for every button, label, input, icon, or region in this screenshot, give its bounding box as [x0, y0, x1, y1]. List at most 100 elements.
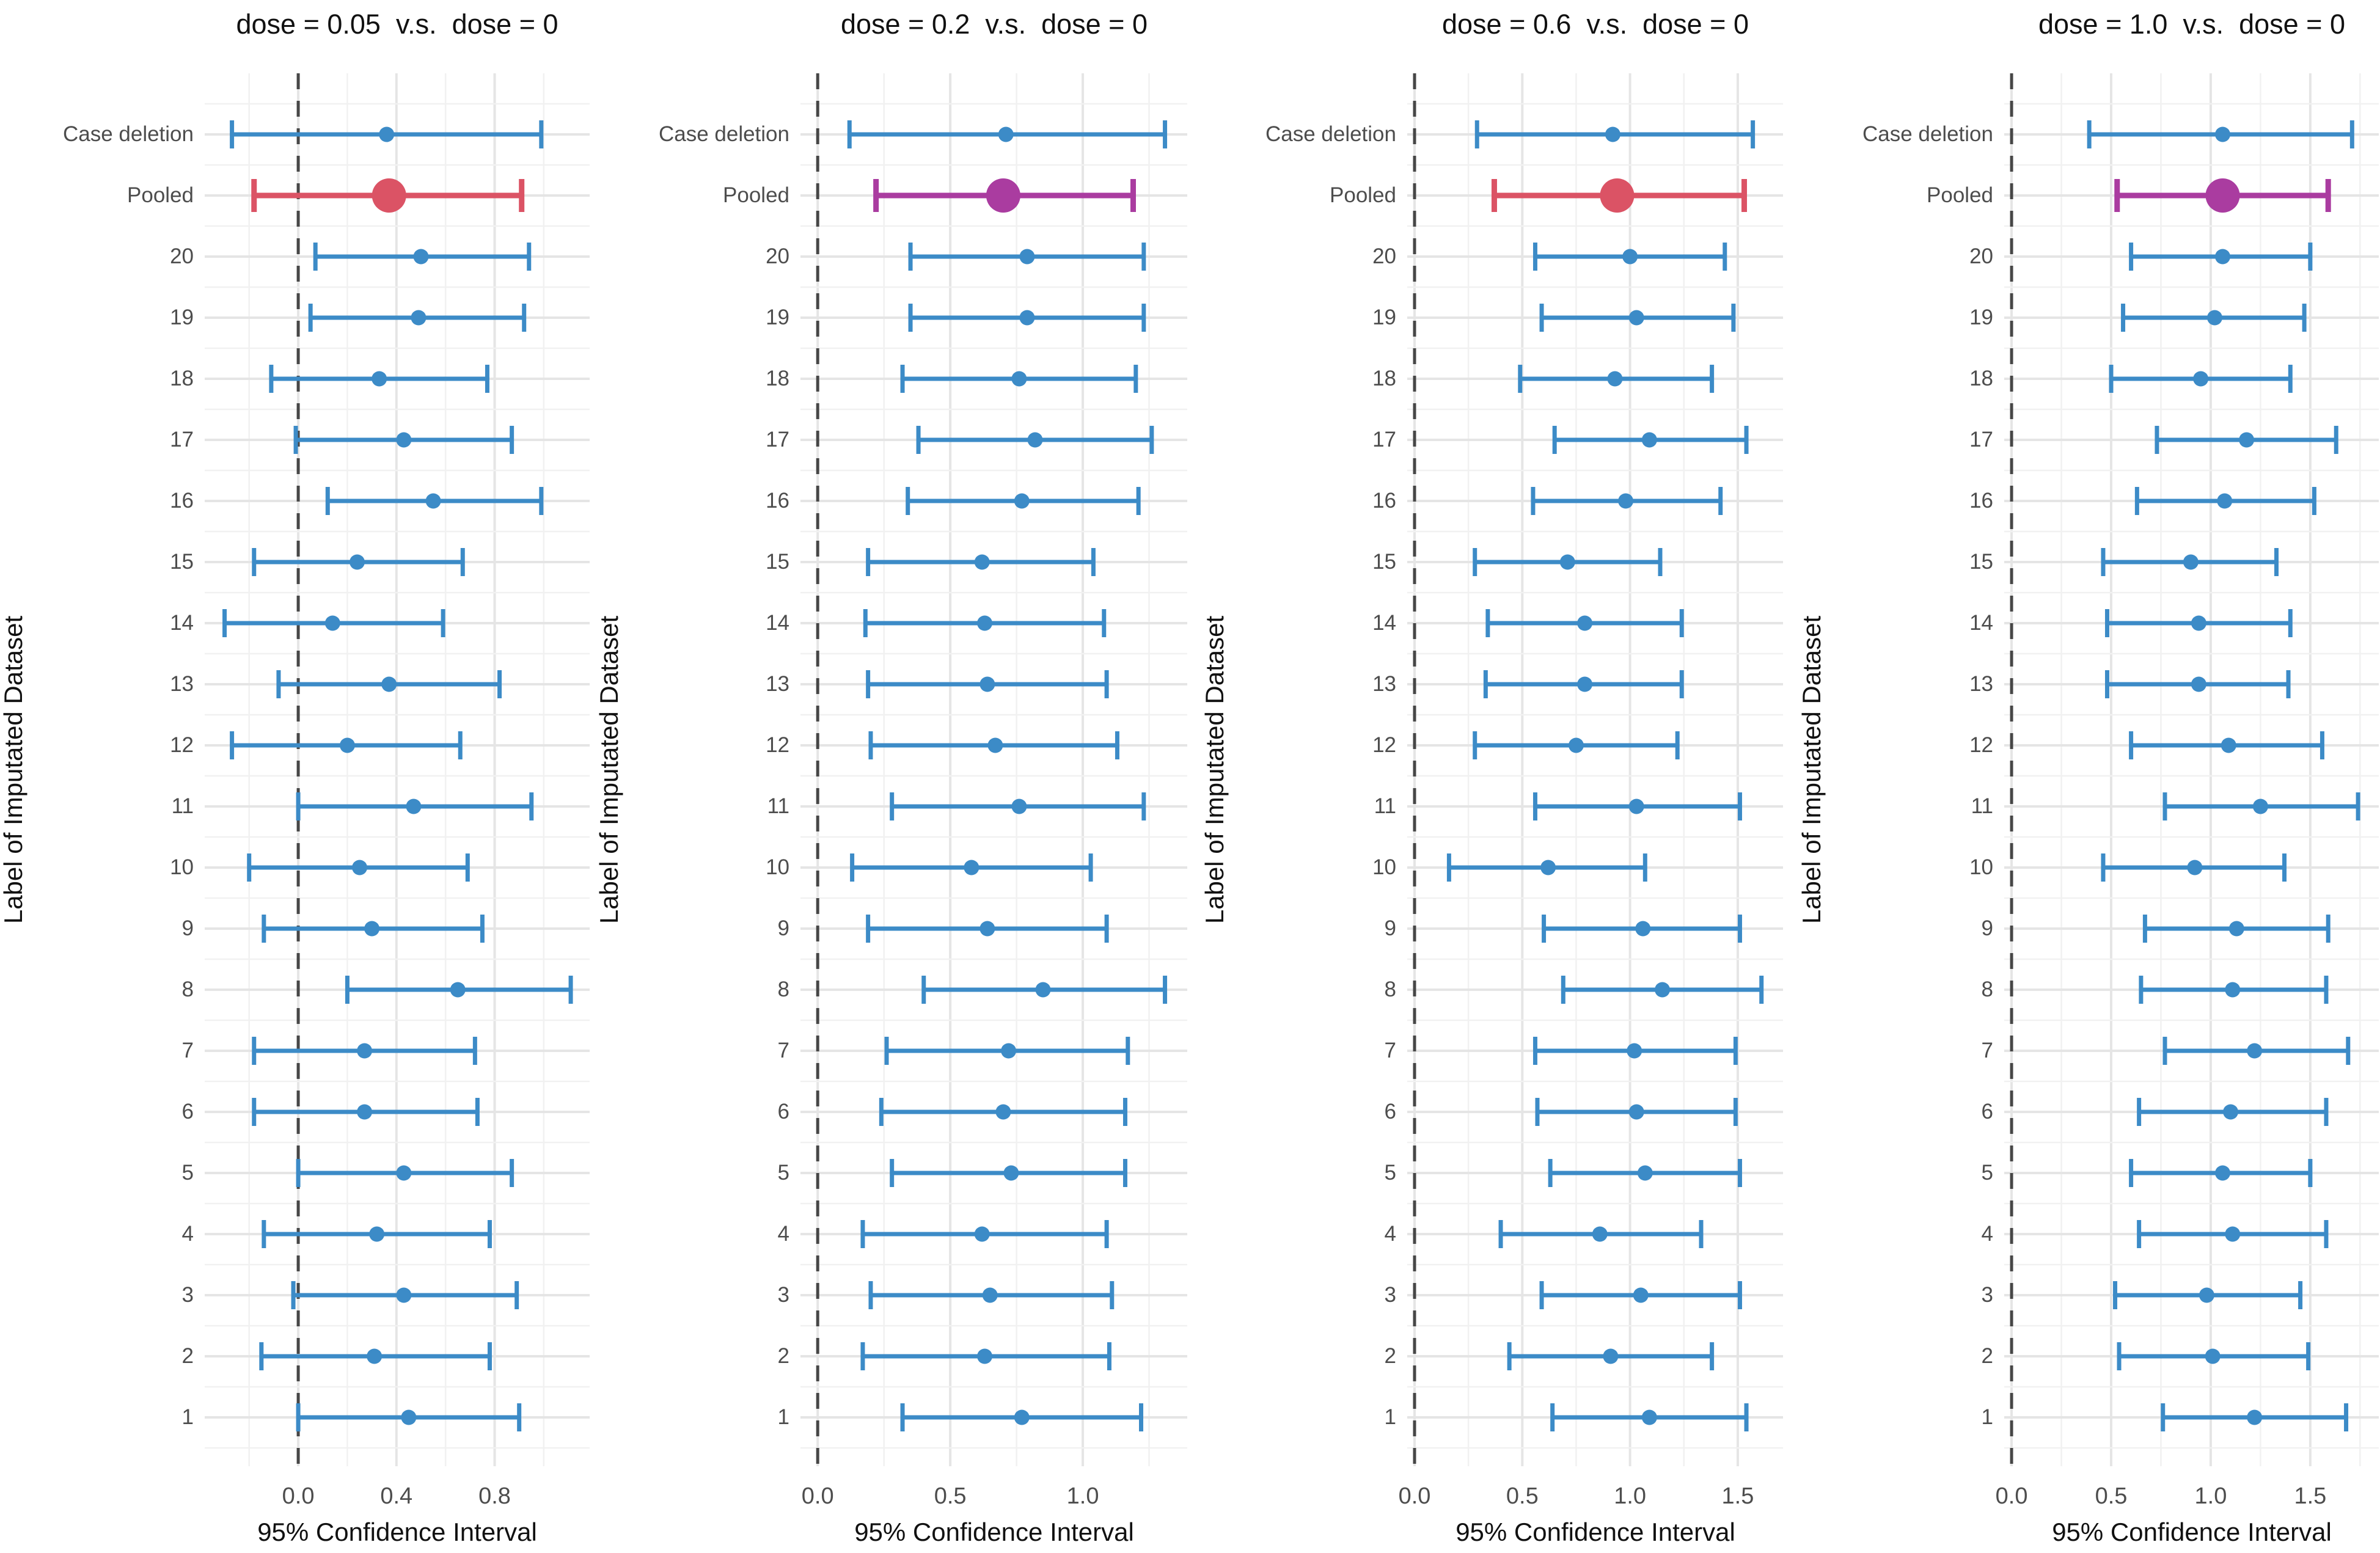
- ci-row-8: [345, 976, 573, 1004]
- y-tick-label: 13: [170, 672, 194, 696]
- y-tick-label: 19: [766, 305, 789, 329]
- x-tick-label: 0.4: [380, 1483, 413, 1509]
- x-tick-label: 1.0: [1066, 1483, 1099, 1509]
- point-estimate: [1540, 860, 1556, 875]
- ci-row-12: [230, 731, 463, 759]
- ci-row-1: [900, 1403, 1144, 1431]
- ci-row-pooled: [2114, 178, 2331, 213]
- y-tick-label: 20: [1372, 244, 1396, 268]
- ci-row-17: [916, 426, 1154, 454]
- x-axis-title-1: 95% Confidence Interval: [257, 1518, 537, 1546]
- y-tick-label: 2: [181, 1344, 194, 1368]
- ci-row-9: [1542, 915, 1742, 943]
- ci-row-19: [2121, 304, 2307, 332]
- y-tick-label: 18: [766, 367, 789, 390]
- ci-row-9: [262, 915, 485, 943]
- y-tick-label: Pooled: [723, 183, 789, 207]
- point-estimate: [1577, 615, 1593, 631]
- y-tick-label: Case deletion: [658, 122, 789, 146]
- point-estimate: [2199, 1287, 2214, 1303]
- point-estimate: [977, 615, 993, 631]
- y-tick-label: 12: [1372, 733, 1396, 757]
- y-tick-label: 17: [1969, 428, 1993, 451]
- ci-row-7: [2162, 1037, 2351, 1065]
- ci-row-10: [2101, 853, 2287, 882]
- point-estimate: [1559, 554, 1575, 570]
- ci-row-17: [293, 426, 514, 454]
- ci-row-20: [1532, 243, 1727, 271]
- ci-row-10: [850, 853, 1093, 882]
- ci-row-7: [884, 1037, 1130, 1065]
- point-estimate: [339, 737, 355, 753]
- y-tick-label: Case deletion: [1862, 122, 1993, 146]
- point-estimate: [2239, 432, 2255, 448]
- y-tick-label: 5: [1981, 1161, 1993, 1185]
- ci-row-3: [868, 1281, 1115, 1309]
- ci-row-14: [1485, 609, 1684, 637]
- y-tick-label: 11: [1374, 794, 1396, 818]
- point-estimate: [364, 921, 380, 937]
- ci-row-4: [262, 1220, 492, 1248]
- ci-row-8: [921, 976, 1168, 1004]
- ci-row-11: [890, 792, 1146, 820]
- y-tick-label: Pooled: [1330, 183, 1396, 207]
- point-estimate: [352, 860, 368, 875]
- y-axis-title-3: Label of Imputated Dataset: [1200, 615, 1229, 924]
- y-tick-label: 16: [766, 489, 789, 513]
- point-estimate: [450, 982, 466, 998]
- ci-row-12: [2129, 731, 2324, 759]
- ci-row-2: [860, 1342, 1111, 1370]
- y-tick-label: 12: [170, 733, 194, 757]
- point-estimate: [2225, 1226, 2241, 1242]
- ci-row-pooled: [1491, 178, 1748, 213]
- ci-row-4: [2137, 1220, 2329, 1248]
- y-tick-label: 14: [1372, 611, 1396, 635]
- point-estimate: [2183, 554, 2199, 570]
- y-tick-label: 13: [1969, 672, 1993, 696]
- y-tick-label: 14: [766, 611, 789, 635]
- point-estimate: [2215, 126, 2231, 142]
- ci-row-15: [1473, 548, 1663, 576]
- point-estimate: [1618, 493, 1634, 509]
- ci-row-16: [906, 487, 1141, 515]
- gridlines: [800, 73, 1187, 1466]
- point-estimate: [1655, 982, 1671, 998]
- point-estimate: [1622, 249, 1638, 265]
- point-estimate: [401, 1409, 417, 1425]
- y-tick-label: 11: [1971, 794, 1993, 818]
- y-tick-label: 9: [1981, 916, 1993, 940]
- ci-row-11: [296, 792, 534, 820]
- ci-row-10: [247, 853, 470, 882]
- x-tick-label: 0.0: [1995, 1483, 2028, 1509]
- point-estimate: [406, 798, 422, 814]
- pooled-point-estimate: [986, 178, 1020, 213]
- point-estimate: [979, 676, 995, 692]
- point-estimate: [1014, 1409, 1030, 1425]
- point-estimate: [411, 310, 427, 326]
- point-estimate: [964, 860, 979, 875]
- plot-area-panel-4: [2004, 73, 2379, 1466]
- point-estimate: [982, 1287, 998, 1303]
- y-tick-label: 4: [181, 1222, 194, 1246]
- point-estimate: [1035, 982, 1051, 998]
- y-tick-label: 1: [777, 1405, 789, 1429]
- point-estimate: [396, 1287, 412, 1303]
- y-tick-label: 16: [1372, 489, 1396, 513]
- point-estimate: [1011, 371, 1027, 387]
- y-axis-title-4: Label of Imputated Dataset: [1797, 615, 1826, 924]
- point-estimate: [372, 371, 387, 387]
- y-tick-label: 8: [1384, 977, 1396, 1001]
- y-tick-label: 17: [766, 428, 789, 451]
- y-tick-label: 17: [1372, 428, 1396, 451]
- y-tick-label: 10: [170, 855, 194, 879]
- panel-title-dose-0.05: dose = 0.05 v.s. dose = 0: [236, 9, 558, 40]
- point-estimate: [974, 1226, 990, 1242]
- y-tick-label: 18: [170, 367, 194, 390]
- point-estimate: [1637, 1165, 1653, 1181]
- pooled-point-estimate: [1600, 178, 1635, 213]
- ci-row-13: [276, 670, 502, 698]
- point-estimate: [2187, 860, 2203, 875]
- point-estimate: [379, 126, 395, 142]
- y-tick-label: 10: [766, 855, 789, 879]
